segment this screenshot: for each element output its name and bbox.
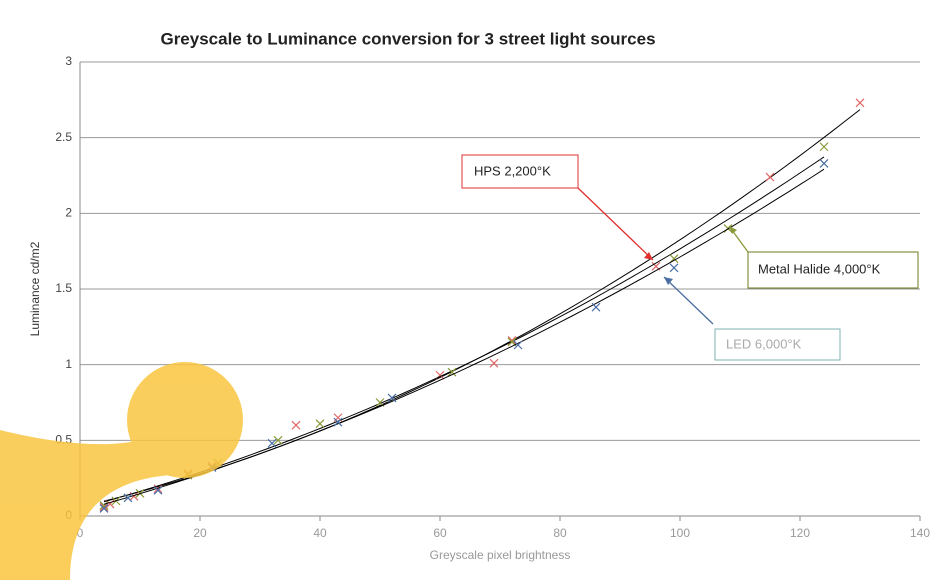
annotation-box	[714, 328, 841, 361]
y-axis-label: Luminance cd/m2	[28, 241, 42, 336]
point	[99, 500, 109, 510]
point	[387, 393, 397, 403]
point	[669, 263, 679, 273]
point	[513, 340, 523, 350]
point	[291, 420, 301, 430]
point	[765, 172, 775, 182]
y-tick-label: 3	[65, 54, 72, 68]
point	[153, 484, 163, 494]
decoration	[0, 362, 243, 580]
point	[447, 367, 457, 377]
point	[489, 358, 499, 368]
x-tick-label: 60	[433, 526, 447, 540]
point	[819, 158, 829, 168]
x-tick-label: 40	[313, 526, 327, 540]
x-tick-label: 0	[77, 526, 84, 540]
x-tick-label: 140	[910, 526, 930, 540]
y-tick-label: 1.5	[55, 281, 72, 295]
annotation: Metal Halide 4,000°K	[758, 261, 881, 276]
chart-title: Greyscale to Luminance conversion for 3 …	[160, 29, 655, 48]
arrowhead	[664, 277, 673, 285]
arrow	[663, 276, 714, 325]
arrow	[577, 187, 654, 261]
trendline	[103, 156, 825, 503]
y-tick-label: 1	[65, 357, 72, 371]
x-tick-label: 100	[670, 526, 690, 540]
annotation: HPS 2,200°K	[474, 163, 551, 178]
arrowhead	[644, 252, 653, 260]
point	[315, 419, 325, 429]
annotation: LED 6,000°K	[726, 336, 802, 351]
trendline	[103, 168, 825, 505]
x-tick-label: 80	[553, 526, 567, 540]
point	[819, 142, 829, 152]
arrowhead	[729, 226, 737, 234]
annotation-box	[747, 251, 919, 289]
point	[267, 438, 277, 448]
point	[333, 417, 343, 427]
annotation-box	[461, 154, 579, 189]
point	[99, 504, 109, 513]
x-axis-label: Greyscale pixel brightness	[430, 548, 571, 562]
point	[855, 98, 865, 108]
point	[123, 493, 133, 503]
x-tick-label: 20	[193, 526, 207, 540]
y-tick-label: 2.5	[55, 130, 72, 144]
point	[153, 485, 163, 495]
point	[591, 302, 601, 312]
point	[99, 502, 109, 512]
x-tick-label: 120	[790, 526, 810, 540]
y-tick-label: 2	[65, 206, 72, 220]
point	[273, 435, 283, 445]
